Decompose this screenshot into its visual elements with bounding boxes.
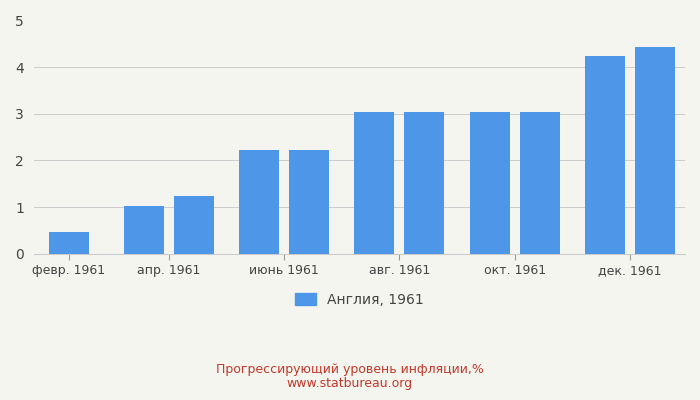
Bar xyxy=(635,47,675,254)
Text: Прогрессирующий уровень инфляции,%: Прогрессирующий уровень инфляции,% xyxy=(216,364,484,376)
Bar xyxy=(174,196,214,254)
Bar xyxy=(289,150,329,254)
Legend: Англия, 1961: Англия, 1961 xyxy=(289,287,429,312)
Bar xyxy=(584,56,625,254)
Text: www.statbureau.org: www.statbureau.org xyxy=(287,378,413,390)
Bar xyxy=(470,112,510,254)
Bar xyxy=(519,112,560,254)
Bar xyxy=(48,232,89,254)
Bar xyxy=(239,150,279,254)
Bar xyxy=(405,112,444,254)
Bar xyxy=(124,206,164,254)
Bar xyxy=(354,112,394,254)
